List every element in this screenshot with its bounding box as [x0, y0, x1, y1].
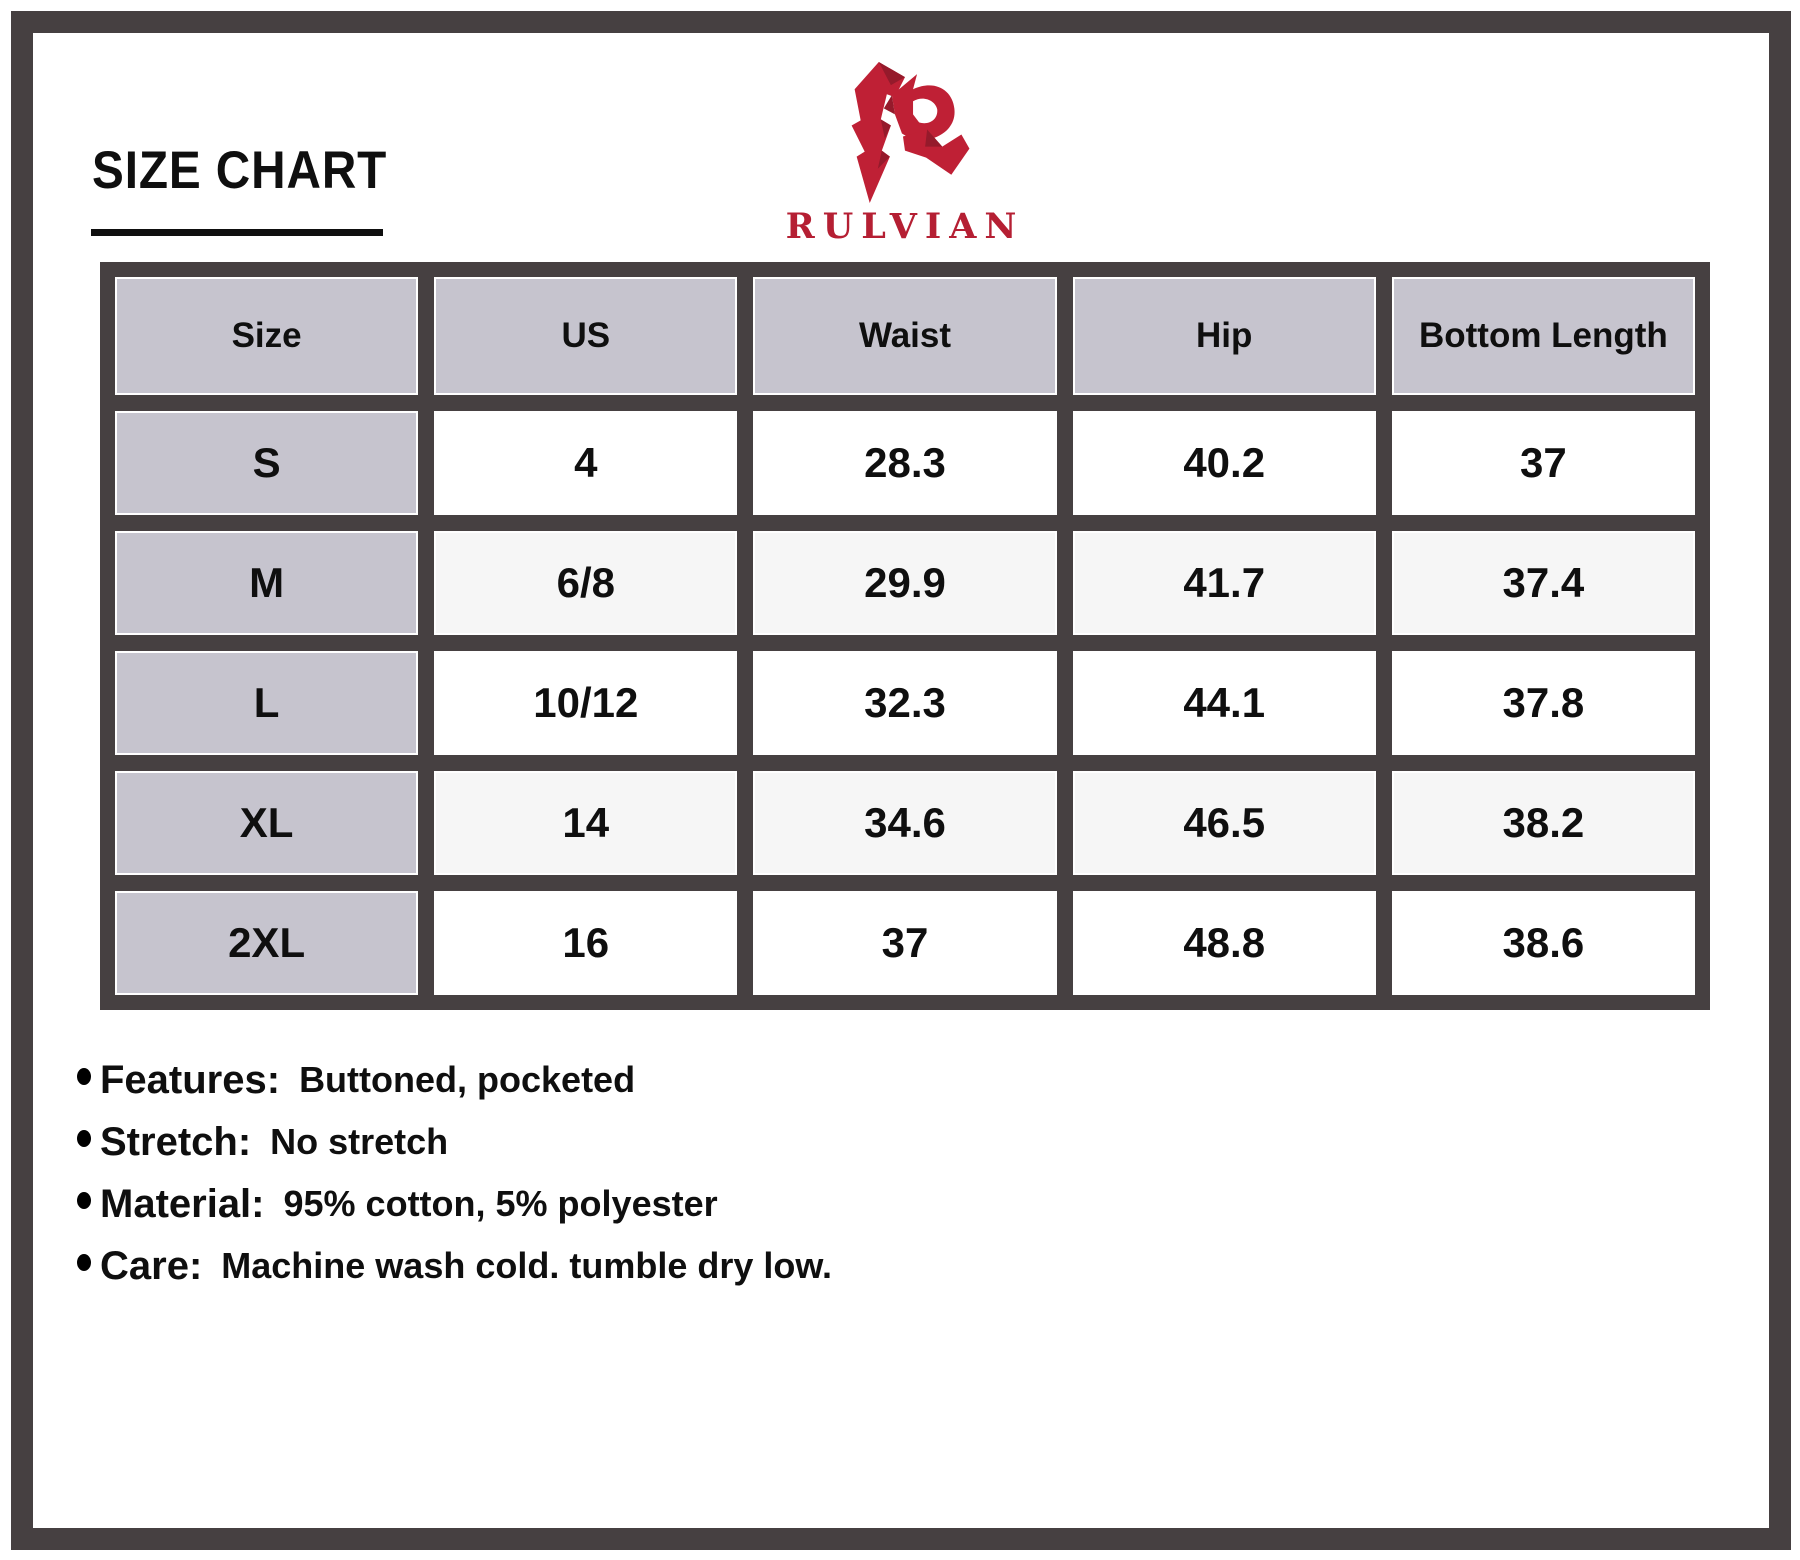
row-label-m: M: [115, 531, 419, 635]
cell-s-us: 4: [434, 411, 738, 515]
detail-care: Care: Machine wash cold. tumble dry low.: [77, 1238, 832, 1294]
cell-xl-hip: 46.5: [1072, 771, 1376, 875]
cell-2xl-bottom-length: 38.6: [1391, 891, 1695, 995]
detail-stretch: Stretch: No stretch: [77, 1114, 832, 1170]
cell-l-waist: 32.3: [753, 651, 1057, 755]
cell-s-waist: 28.3: [753, 411, 1057, 515]
row-label-l: L: [115, 651, 419, 755]
detail-value: Buttoned, pocketed: [299, 1059, 636, 1100]
cell-xl-waist: 34.6: [753, 771, 1057, 875]
cell-l-us: 10/12: [434, 651, 738, 755]
detail-value: No stretch: [270, 1121, 449, 1162]
cell-2xl-us: 16: [434, 891, 738, 995]
detail-label: Features:: [100, 1057, 281, 1102]
cell-m-us: 6/8: [434, 531, 738, 635]
product-details-list: Features: Buttoned, pocketed Stretch: No…: [77, 1052, 832, 1300]
cell-l-bottom-length: 37.8: [1391, 651, 1695, 755]
column-header-size: Size: [115, 277, 419, 395]
detail-value: Machine wash cold. tumble dry low.: [221, 1245, 833, 1286]
bullet-icon: [77, 1253, 91, 1271]
bullet-icon: [77, 1129, 91, 1147]
column-header-hip: Hip: [1072, 277, 1376, 395]
bullet-icon: [77, 1191, 91, 1209]
title-underline: [91, 229, 383, 236]
detail-value: 95% cotton, 5% polyester: [283, 1183, 718, 1224]
detail-label: Stretch:: [100, 1119, 252, 1164]
cell-m-bottom-length: 37.4: [1391, 531, 1695, 635]
brand-name: RULVIAN: [785, 206, 1025, 247]
cell-m-waist: 29.9: [753, 531, 1057, 635]
row-label-s: S: [115, 411, 419, 515]
row-label-xl: XL: [115, 771, 419, 875]
cell-2xl-hip: 48.8: [1072, 891, 1376, 995]
detail-features: Features: Buttoned, pocketed: [77, 1052, 832, 1108]
detail-label: Material:: [100, 1181, 265, 1226]
page-frame-border: [11, 11, 1791, 1550]
cell-l-hip: 44.1: [1072, 651, 1376, 755]
cell-s-bottom-length: 37: [1391, 411, 1695, 515]
column-header-waist: Waist: [753, 277, 1057, 395]
bullet-icon: [77, 1067, 91, 1085]
page-title: SIZE CHART: [92, 141, 388, 200]
cell-s-hip: 40.2: [1072, 411, 1376, 515]
size-table: Size US Waist Hip Bottom Length S 4 28.3…: [100, 262, 1710, 1010]
column-header-us: US: [434, 277, 738, 395]
cell-m-hip: 41.7: [1072, 531, 1376, 635]
detail-material: Material: 95% cotton, 5% polyester: [77, 1176, 832, 1232]
column-header-bottom-length: Bottom Length: [1391, 277, 1695, 395]
cell-xl-bottom-length: 38.2: [1391, 771, 1695, 875]
cell-2xl-waist: 37: [753, 891, 1057, 995]
cell-xl-us: 14: [434, 771, 738, 875]
detail-label: Care:: [100, 1243, 203, 1288]
rulvian-logo-icon: [844, 62, 970, 203]
row-label-2xl: 2XL: [115, 891, 419, 995]
